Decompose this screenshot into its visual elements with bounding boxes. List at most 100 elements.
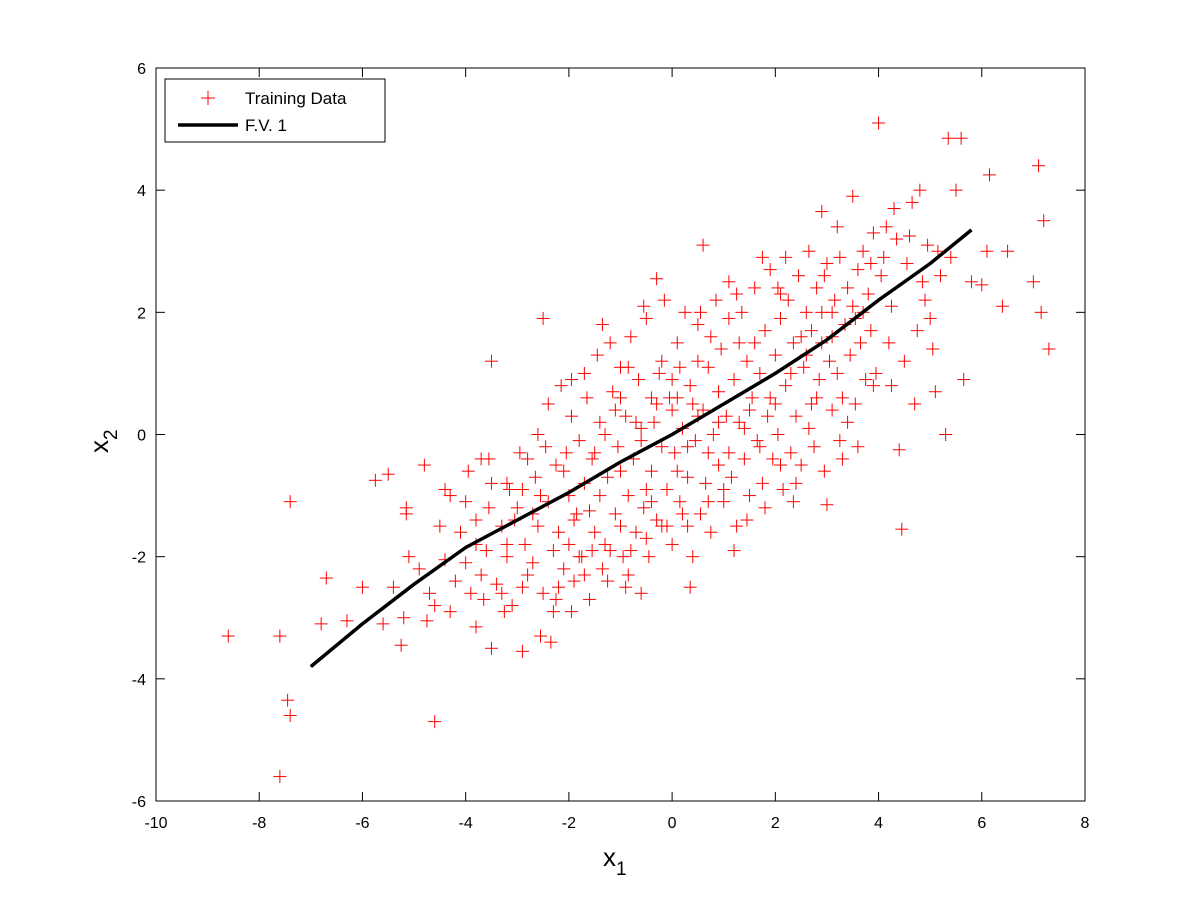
- data-point: [717, 495, 731, 509]
- data-point: [273, 770, 287, 784]
- data-point: [621, 360, 635, 374]
- data-point: [737, 421, 751, 435]
- data-point: [479, 544, 493, 558]
- y-tick-label: 0: [137, 428, 146, 445]
- data-point: [828, 293, 842, 307]
- data-point: [1026, 275, 1040, 289]
- data-point: [281, 693, 295, 707]
- x-tick-label: -4: [459, 815, 473, 832]
- data-point: [593, 415, 607, 429]
- y-tick-label: 4: [137, 183, 146, 200]
- data-point: [644, 495, 658, 509]
- data-point: [939, 428, 953, 441]
- data-point: [637, 501, 651, 515]
- data-point: [900, 256, 914, 270]
- data-point: [696, 238, 710, 252]
- data-point: [601, 574, 615, 588]
- data-point: [727, 544, 741, 558]
- data-point: [817, 464, 831, 478]
- x-tick-label: -6: [355, 815, 369, 832]
- data-point: [859, 373, 873, 387]
- data-point: [482, 452, 496, 466]
- data-point: [833, 434, 847, 448]
- data-point: [745, 391, 759, 405]
- data-point: [758, 501, 772, 515]
- data-point: [528, 470, 542, 484]
- data-point: [743, 489, 757, 503]
- data-point: [730, 287, 744, 301]
- data-point: [740, 513, 754, 527]
- data-point: [428, 715, 442, 729]
- data-point: [784, 366, 798, 380]
- data-point: [386, 580, 400, 594]
- data-point: [564, 373, 578, 387]
- data-point: [712, 385, 726, 399]
- data-point: [632, 373, 646, 387]
- data-point: [585, 452, 599, 466]
- data-point: [897, 354, 911, 368]
- data-point: [743, 403, 757, 417]
- data-point: [892, 443, 906, 457]
- data-point: [577, 366, 591, 380]
- data-point: [319, 571, 333, 585]
- data-point: [722, 311, 736, 325]
- y-axis-label: x2: [84, 429, 122, 453]
- data-point: [915, 275, 929, 289]
- tick-labels: -10 -8 -6 -4 -2 0 2 4 6 8 -6 -4 -2 0 2 4 6: [132, 61, 1090, 832]
- data-point: [786, 495, 800, 509]
- data-point: [314, 617, 328, 631]
- data-point: [699, 476, 713, 490]
- data-point: [399, 507, 413, 521]
- data-point: [588, 525, 602, 539]
- data-point: [634, 434, 648, 448]
- data-point: [755, 476, 769, 490]
- data-point: [709, 293, 723, 307]
- data-point: [526, 556, 540, 570]
- data-point: [732, 336, 746, 350]
- data-point: [678, 305, 692, 319]
- data-point: [675, 507, 689, 521]
- data-point: [572, 434, 586, 448]
- data-point: [830, 366, 844, 380]
- data-point: [515, 644, 529, 658]
- y-axis-label-sub: 2: [101, 429, 122, 440]
- data-point: [577, 568, 591, 582]
- data-point: [719, 409, 733, 423]
- data-point: [283, 708, 297, 722]
- data-point: [722, 446, 736, 460]
- x-axis-label-base: x: [603, 842, 616, 872]
- data-point: [650, 397, 664, 411]
- axes: [155, 67, 1086, 802]
- data-point: [593, 489, 607, 503]
- data-point: [665, 537, 679, 551]
- data-point: [735, 305, 749, 319]
- data-point: [598, 428, 612, 441]
- data-point: [923, 311, 937, 325]
- data-point: [283, 495, 297, 509]
- data-point: [601, 470, 615, 484]
- data-point: [634, 586, 648, 600]
- data-point: [340, 614, 354, 628]
- data-point: [903, 229, 917, 243]
- data-point: [830, 220, 844, 234]
- data-point: [895, 522, 909, 536]
- data-point: [712, 415, 726, 429]
- data-point: [611, 440, 625, 454]
- data-point: [763, 391, 777, 405]
- data-point: [614, 464, 627, 478]
- data-point: [639, 311, 653, 325]
- data-point: [273, 629, 287, 643]
- data-point: [564, 409, 578, 423]
- data-point: [944, 250, 958, 264]
- data-point: [771, 281, 785, 295]
- data-point: [732, 415, 746, 429]
- y-tick-label: -4: [132, 672, 146, 689]
- data-point: [1032, 159, 1046, 173]
- data-point: [673, 360, 687, 374]
- data-point: [505, 599, 519, 613]
- data-point: [864, 256, 878, 270]
- data-point: [521, 568, 535, 582]
- data-point: [758, 324, 772, 338]
- data-point: [585, 544, 599, 558]
- data-point: [647, 415, 661, 429]
